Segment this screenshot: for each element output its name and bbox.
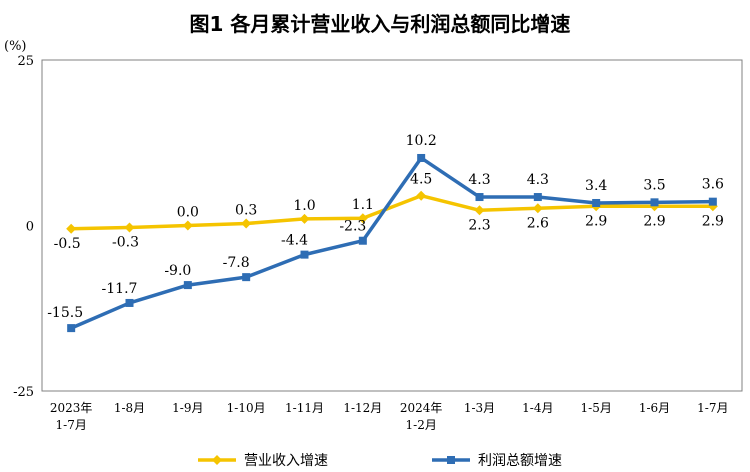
series-0: -0.5 -0.3 0.0 0.3 1.0 1.1 4.5 2.3 2.6 2.9 2.9 2.9: [54, 172, 724, 252]
x-tick-label: 1-3月: [464, 401, 495, 415]
data-label: 2.9: [643, 213, 665, 229]
x-tick-label: 1-8月: [114, 401, 145, 415]
data-label: -9.0: [164, 263, 191, 279]
x-tick-label: 2024年: [400, 401, 443, 415]
x-tick-label: 2023年: [50, 401, 93, 415]
data-label: -15.5: [47, 305, 83, 321]
point-marker: [125, 298, 134, 307]
data-label: -7.8: [223, 255, 250, 271]
point-marker: [183, 281, 192, 290]
series-line: [70, 156, 713, 330]
data-label: 4.5: [410, 172, 432, 188]
point-marker: [358, 236, 367, 245]
data-label: 2.3: [468, 217, 490, 233]
point-marker: [650, 198, 659, 207]
y-tick-label: 25: [17, 54, 34, 69]
point-marker: [299, 213, 310, 224]
point-marker: [475, 193, 484, 202]
data-label: -11.7: [102, 281, 138, 297]
series-line: [71, 193, 713, 231]
point-marker: [182, 220, 193, 231]
point-marker: [357, 213, 368, 224]
x-tick-label: 1-9月: [172, 401, 203, 415]
data-label: 0.0: [177, 205, 199, 221]
legend-label: 利润总额增速: [478, 453, 562, 469]
x-tick-label: 1-7月: [56, 418, 87, 432]
point-marker: [708, 197, 717, 206]
data-label: -2.3: [339, 219, 366, 235]
x-tick-label: 1-12月: [343, 401, 382, 415]
legend-item: 营业收入增速: [198, 453, 328, 469]
series-layer: -0.5 -0.30.0 0.3 1.0 1.14.52.3 2.6 2.9 2.9 2.9-1…: [47, 133, 724, 333]
data-label: 2.6: [527, 215, 549, 231]
data-label: 4.3: [527, 172, 549, 188]
x-tick-label: 1-6月: [639, 401, 670, 415]
point-marker: [474, 205, 485, 216]
data-label: 1.1: [352, 197, 374, 213]
point-marker: [241, 218, 252, 229]
point-marker: [124, 222, 135, 233]
point-marker: [533, 193, 542, 202]
x-tick-label: 1-5月: [581, 401, 612, 415]
legend: 营业收入增速 利润总额增速: [198, 453, 562, 469]
x-tick-label: 1-2月: [406, 418, 437, 432]
data-label: 3.4: [585, 178, 607, 194]
x-tick-label: 1-11月: [285, 401, 324, 415]
axis-layer: 25 0 -25 2023年 1-7月 1-8月 1-9月 1-10月 1-11月 1-12月 20…: [13, 54, 728, 432]
legend-marker: [212, 455, 222, 465]
point-marker: [416, 190, 427, 201]
series-1: -15.5 -11.7 -9.0 -7.8 -4.4 -2.3 10.2 4.3 4.3 3.4 3…: [47, 133, 724, 333]
data-label: 0.3: [235, 203, 257, 219]
plot-frame: [41, 59, 743, 392]
point-marker: [66, 223, 77, 234]
point-marker: [417, 153, 426, 162]
data-label: 4.3: [468, 172, 490, 188]
data-label: 1.0: [293, 198, 315, 214]
point-marker: [532, 203, 543, 214]
y-tick-label: -25: [13, 385, 34, 400]
data-label: 3.5: [643, 177, 665, 193]
data-label: 2.9: [585, 213, 607, 229]
data-label: 2.9: [702, 213, 724, 229]
legend-label: 营业收入增速: [244, 453, 328, 469]
data-label: 3.6: [702, 177, 724, 193]
data-label: -0.3: [112, 234, 139, 250]
unit-label: (%): [4, 39, 27, 54]
x-tick-label: 1-10月: [227, 401, 266, 415]
y-tick-label: 0: [26, 220, 34, 235]
point-marker: [300, 250, 309, 259]
point-marker: [592, 198, 601, 207]
legend-marker: [447, 456, 455, 464]
x-tick-label: 1-4月: [522, 401, 553, 415]
data-label: -4.4: [281, 233, 308, 249]
point-marker: [67, 324, 76, 333]
x-tick-label: 1-7月: [697, 401, 728, 415]
chart-title: 图1 各月累计营业收入与利润总额同比增速: [190, 12, 571, 36]
data-label: -0.5: [54, 236, 81, 252]
data-label: 10.2: [406, 133, 437, 149]
legend-item: 利润总额增速: [432, 453, 562, 469]
point-marker: [242, 273, 251, 282]
